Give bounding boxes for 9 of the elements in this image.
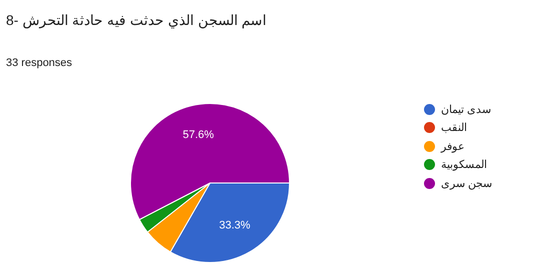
- legend-label: المسكوبية: [441, 158, 487, 172]
- legend-label: سدى تيمان: [441, 102, 492, 116]
- legend-label: النقب: [441, 121, 467, 134]
- text: 33 responses: [6, 57, 72, 69]
- data-label: 57.6%: [182, 129, 214, 142]
- data-label: 33.3%: [219, 220, 250, 232]
- legend-label: سجن سرى: [441, 176, 492, 190]
- chart-title: اسم السجن الذي حدثت فيه حادثة التحرش -8: [6, 12, 267, 28]
- legend-label: عوفر: [441, 140, 465, 153]
